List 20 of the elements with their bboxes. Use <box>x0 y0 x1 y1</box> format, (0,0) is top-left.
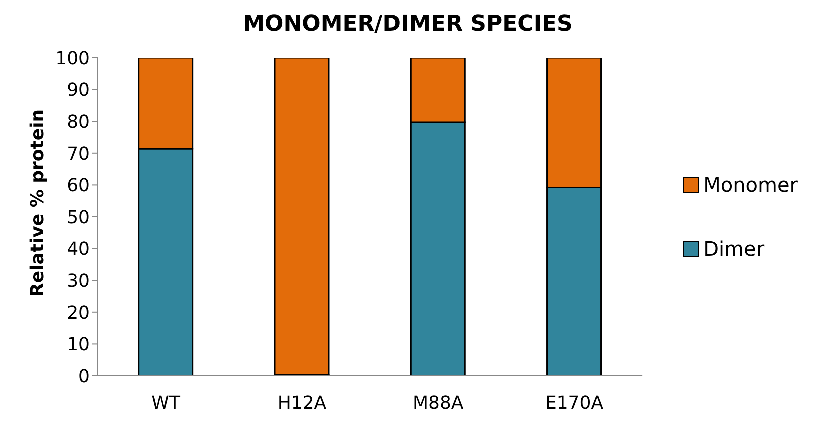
x-tick-label: M88A <box>412 392 464 414</box>
x-tick-label: WT <box>152 392 182 414</box>
legend-label: Monomer <box>702 173 798 197</box>
y-tick-label: 0 <box>78 366 90 388</box>
x-tick-label: E170A <box>545 392 604 414</box>
y-tick-label: 40 <box>67 239 90 260</box>
y-tick-label: 80 <box>67 112 90 133</box>
y-tick-label: 100 <box>56 48 90 70</box>
y-tick-label: 70 <box>67 144 90 165</box>
chart-title: MONOMER/DIMER SPECIES <box>242 12 574 37</box>
y-tick-label: 10 <box>67 334 90 356</box>
x-tick-label: H12A <box>278 392 328 414</box>
y-tick-label: 20 <box>67 302 90 324</box>
legend-label: Dimer <box>702 237 766 261</box>
y-axis-title: Relative % protein <box>27 109 48 297</box>
bar <box>274 58 330 376</box>
y-tick-label: 60 <box>67 176 90 197</box>
y-tick-label: 50 <box>67 207 90 228</box>
y-tick-label: 30 <box>67 270 90 292</box>
y-tick-label: 90 <box>67 80 90 102</box>
